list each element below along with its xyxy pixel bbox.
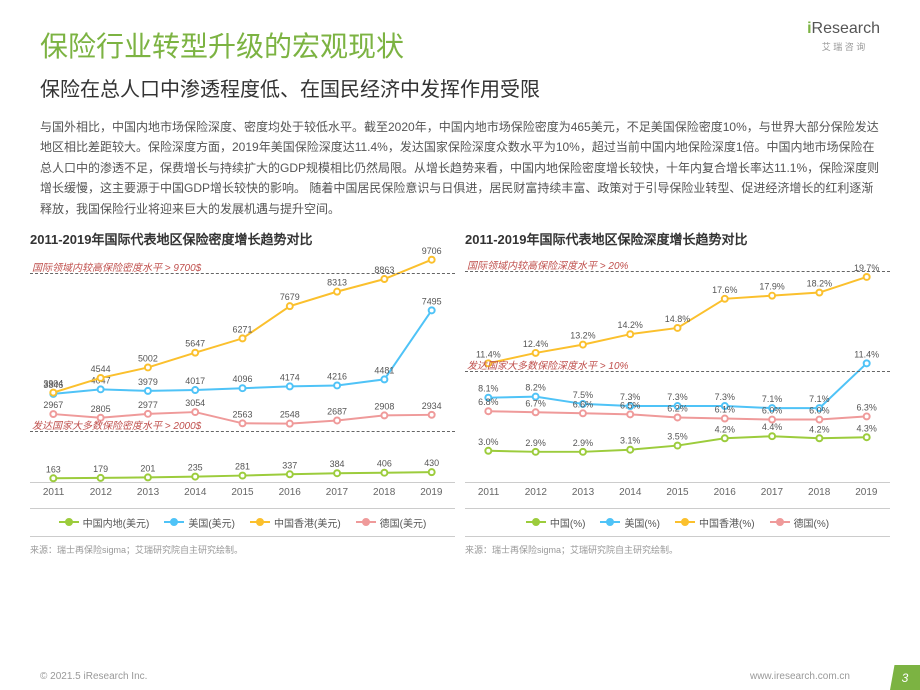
svg-text:6271: 6271 (233, 324, 253, 334)
footer-url: www.iresearch.com.cn (750, 671, 850, 682)
chart1-title: 2011-2019年国际代表地区保险密度增长趋势对比 (30, 229, 455, 248)
svg-text:3.1%: 3.1% (620, 436, 640, 446)
svg-text:8.1%: 8.1% (478, 384, 498, 394)
svg-text:13.2%: 13.2% (570, 331, 595, 341)
svg-text:6.6%: 6.6% (573, 399, 593, 409)
chart2-legend: 中国(%)美国(%)中国香港(%)德国(%) (465, 508, 890, 537)
svg-text:3904: 3904 (43, 379, 63, 389)
svg-text:3.5%: 3.5% (667, 432, 687, 442)
svg-text:4216: 4216 (327, 371, 347, 381)
svg-text:6.8%: 6.8% (478, 397, 498, 407)
svg-text:2977: 2977 (138, 400, 158, 410)
chart-depth: 2011-2019年国际代表地区保险深度增长趋势对比 3.0%2.9%2.9%3… (465, 229, 890, 556)
svg-text:6.0%: 6.0% (762, 406, 782, 416)
svg-text:6.3%: 6.3% (856, 402, 876, 412)
footer: © 2021.5 iResearch Inc. www.iresearch.co… (0, 662, 920, 690)
chart2-source: 来源：瑞士再保险sigma；艾瑞研究院自主研究绘制。 (465, 543, 890, 556)
chart1-area: 1631792012352813373844064303846404739794… (30, 253, 455, 483)
svg-text:14.8%: 14.8% (665, 314, 690, 324)
svg-text:3979: 3979 (138, 377, 158, 387)
svg-text:2805: 2805 (91, 404, 111, 414)
svg-text:2687: 2687 (327, 406, 347, 416)
svg-text:17.6%: 17.6% (712, 285, 737, 295)
svg-text:5647: 5647 (185, 339, 205, 349)
body-paragraph: 与国外相比，中国内地市场保险深度、密度均处于较低水平。截至2020年，中国内地市… (0, 112, 920, 229)
svg-text:179: 179 (93, 464, 108, 474)
svg-text:2967: 2967 (43, 400, 63, 410)
page-subtitle: 保险在总人口中渗透程度低、在国民经济中发挥作用受限 (40, 73, 880, 102)
chart2-xaxis: 201120122013201420152016201720182019 (465, 483, 890, 498)
svg-text:337: 337 (282, 460, 297, 470)
svg-text:2934: 2934 (422, 401, 442, 411)
svg-text:406: 406 (377, 459, 392, 469)
svg-text:2908: 2908 (374, 401, 394, 411)
chart1-legend: 中国内地(美元)美国(美元)中国香港(美元)德国(美元) (30, 508, 455, 537)
svg-text:4481: 4481 (374, 365, 394, 375)
header: 保险行业转型升级的宏观现状 保险在总人口中渗透程度低、在国民经济中发挥作用受限 (0, 0, 920, 112)
svg-text:2.9%: 2.9% (573, 438, 593, 448)
chart-density: 2011-2019年国际代表地区保险密度增长趋势对比 163 179 201 235 2… (30, 229, 455, 556)
svg-text:5002: 5002 (138, 353, 158, 363)
svg-text:3054: 3054 (185, 398, 205, 408)
svg-text:4017: 4017 (185, 376, 205, 386)
svg-text:6.5%: 6.5% (620, 400, 640, 410)
svg-text:7495: 7495 (422, 296, 442, 306)
page-title: 保险行业转型升级的宏观现状 (40, 25, 880, 65)
chart1-xaxis: 201120122013201420152016201720182019 (30, 483, 455, 498)
svg-text:6.7%: 6.7% (525, 398, 545, 408)
logo: iResearch 艾 瑞 咨 询 (807, 20, 880, 53)
svg-text:6.1%: 6.1% (715, 404, 735, 414)
svg-text:4.4%: 4.4% (762, 422, 782, 432)
svg-text:201: 201 (140, 463, 155, 473)
svg-text:163: 163 (46, 464, 61, 474)
svg-text:7.1%: 7.1% (809, 394, 829, 404)
svg-text:430: 430 (424, 458, 439, 468)
svg-text:4.3%: 4.3% (856, 423, 876, 433)
svg-text:7.1%: 7.1% (762, 394, 782, 404)
svg-text:6.2%: 6.2% (667, 403, 687, 413)
svg-text:7.3%: 7.3% (715, 392, 735, 402)
chart2-area: 3.0% 2.9% 2.9% 3.1% 3.5% 4.2% 4.4% 4.2% 4.3% 8.1%… (465, 253, 890, 483)
chart1-source: 来源：瑞士再保险sigma；艾瑞研究院自主研究绘制。 (30, 543, 455, 556)
svg-text:9706: 9706 (422, 246, 442, 256)
svg-text:17.9%: 17.9% (759, 282, 784, 292)
svg-text:384: 384 (330, 459, 345, 469)
svg-text:4.2%: 4.2% (715, 424, 735, 434)
svg-text:6.0%: 6.0% (809, 406, 829, 416)
svg-text:3.0%: 3.0% (478, 437, 498, 447)
svg-text:281: 281 (235, 462, 250, 472)
svg-text:12.4%: 12.4% (523, 339, 548, 349)
svg-text:8313: 8313 (327, 278, 347, 288)
page-number: 3 (890, 665, 920, 690)
svg-text:7679: 7679 (280, 292, 300, 302)
copyright: © 2021.5 iResearch Inc. (40, 671, 147, 682)
chart2-title: 2011-2019年国际代表地区保险深度增长趋势对比 (465, 229, 890, 248)
svg-text:18.2%: 18.2% (807, 279, 832, 289)
svg-text:11.4%: 11.4% (854, 349, 879, 359)
svg-text:7.3%: 7.3% (667, 392, 687, 402)
svg-text:14.2%: 14.2% (618, 320, 643, 330)
svg-text:2548: 2548 (280, 410, 300, 420)
svg-text:235: 235 (188, 463, 203, 473)
svg-text:4174: 4174 (280, 372, 300, 382)
svg-text:2563: 2563 (233, 409, 253, 419)
charts-row: 2011-2019年国际代表地区保险密度增长趋势对比 163 179 201 235 2… (0, 229, 920, 556)
svg-text:4.2%: 4.2% (809, 424, 829, 434)
svg-text:2.9%: 2.9% (525, 438, 545, 448)
svg-text:4096: 4096 (233, 374, 253, 384)
svg-text:8.2%: 8.2% (525, 383, 545, 393)
svg-text:4544: 4544 (91, 364, 111, 374)
